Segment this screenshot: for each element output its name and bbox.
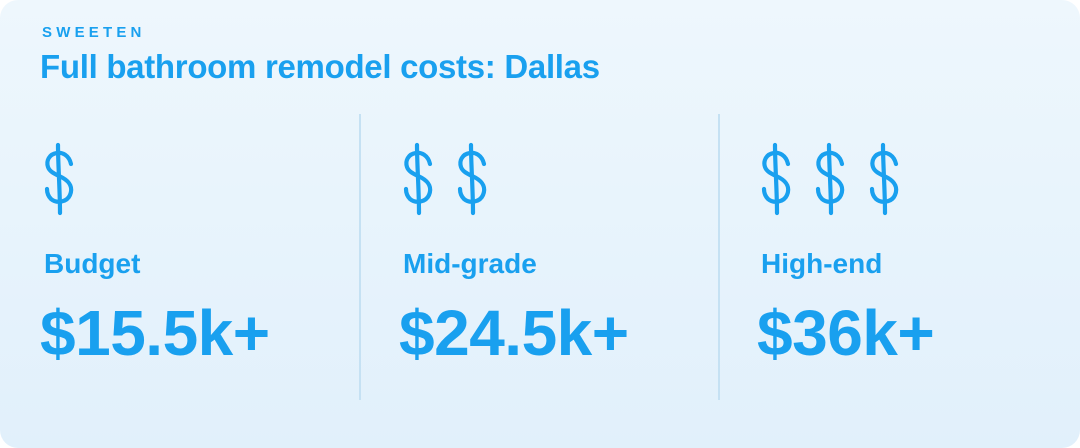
dollar-icon bbox=[453, 140, 493, 218]
tier-price: $15.5k+ bbox=[40, 297, 270, 369]
tier-budget: Budget $15.5k+ bbox=[40, 140, 360, 369]
page-title: Full bathroom remodel costs: Dallas bbox=[40, 48, 600, 85]
tier-price: $36k+ bbox=[757, 297, 935, 369]
dollar-icon bbox=[865, 140, 905, 218]
dollar-icon bbox=[399, 140, 439, 218]
tier-label: High-end bbox=[761, 248, 883, 279]
dollar-signs bbox=[399, 140, 719, 220]
tier-high-end: High-end $36k+ bbox=[757, 140, 1077, 369]
tier-price: $24.5k+ bbox=[399, 297, 629, 369]
tier-mid-grade: Mid-grade $24.5k+ bbox=[399, 140, 719, 369]
tier-label: Mid-grade bbox=[403, 248, 537, 279]
dollar-icon bbox=[811, 140, 851, 218]
divider bbox=[359, 114, 361, 400]
dollar-signs bbox=[757, 140, 1077, 220]
dollar-signs bbox=[40, 140, 360, 220]
brand-logo: SWEETEN bbox=[42, 24, 146, 41]
dollar-icon bbox=[757, 140, 797, 218]
divider bbox=[718, 114, 720, 400]
tier-label: Budget bbox=[44, 248, 141, 279]
dollar-icon bbox=[40, 140, 80, 218]
